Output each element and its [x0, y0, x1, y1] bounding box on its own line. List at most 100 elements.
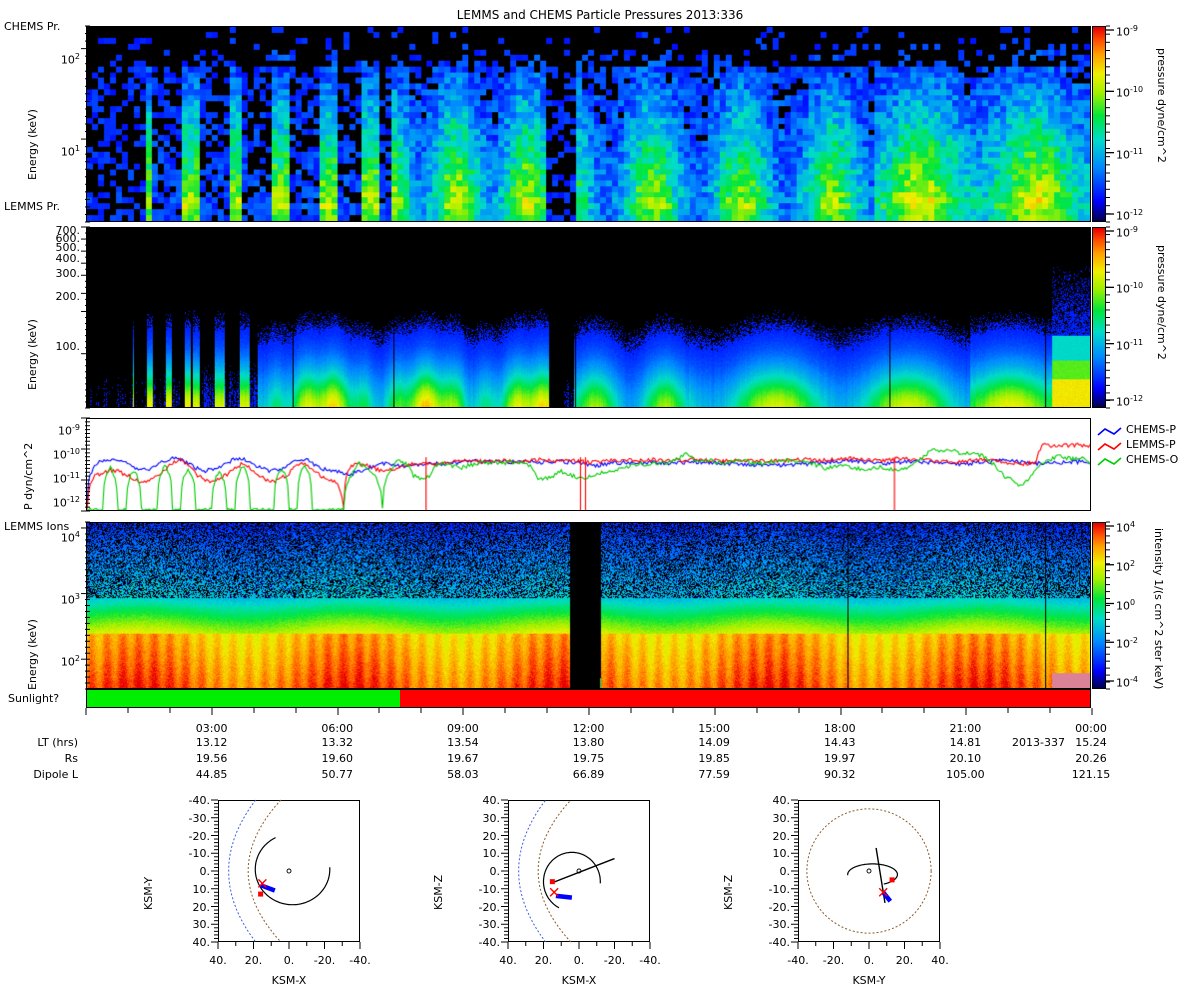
page-title: LEMMS and CHEMS Particle Pressures 2013:…: [456, 8, 744, 22]
time-axis-dipole_l-5: 90.32: [824, 768, 856, 781]
orbit-ksmz-ksmy-ytick-7: -30.: [768, 918, 790, 932]
time-axis-dipole_l-1: 50.77: [321, 768, 354, 781]
orbit-ksmz-ksmy-xtick-3: 20.: [895, 954, 914, 967]
sunlight-label: Sunlight?: [8, 692, 60, 705]
time-axis-lt-4: 14.09: [698, 736, 730, 749]
lemms-pressure-corner-label: LEMMS Pr.: [4, 200, 60, 213]
time-axis-date-overlay: 2013-337: [1012, 736, 1065, 749]
time-axis-rs-3: 19.75: [572, 752, 605, 765]
orbit-ksmz-ksmy-xtick-1: -20.: [822, 954, 845, 967]
lemms-ytick-400: 400.: [55, 252, 81, 265]
lemms-ions-corner-label: LEMMS Ions: [4, 520, 70, 533]
intensity-colorbar-tick-2: 100: [1116, 597, 1136, 613]
chems-pressure-spectrogram[interactable]: [86, 26, 1091, 222]
time-axis-dipole_l-7: 121.15: [1071, 768, 1111, 781]
pressure-colorbar-top-label: pressure dyne/cm^2: [1155, 48, 1168, 163]
pressure-colorbar-top-tick-0: 10-9: [1116, 24, 1138, 39]
orbit-ksmz-ksmy-ylabel: KSM-Z: [722, 874, 735, 910]
orbit-ksmz-ksmx-xlabel: KSM-X: [561, 974, 597, 987]
orbit-ksmz-ksmx-xtick-3: -20.: [603, 954, 626, 967]
lemms-pressure-spectrogram[interactable]: [86, 227, 1091, 408]
pressure-colorbar-top-tick-2: 10-11: [1116, 146, 1144, 162]
time-axis-rs-6: 20.10: [949, 752, 982, 765]
orbit-ksmz-ksmy-canvas: [806, 808, 932, 934]
time-axis-lt-7: 15.24: [1075, 736, 1107, 749]
pressure-colorbar-top-tick-3: 10-12: [1116, 208, 1144, 223]
time-axis-lt-1: 13.32: [321, 736, 354, 749]
legend-swatch-chems-o: [1097, 457, 1122, 466]
orbit-ksmz-ksmx-ytick-7: -30.: [478, 918, 500, 932]
orbit-ksmz-ksmx-canvas: [518, 799, 615, 943]
ions-ytick-1e2: 102: [60, 654, 80, 669]
time-axis-time-0: 03:00: [195, 722, 228, 735]
pressure-colorbar-top: [1092, 26, 1106, 222]
orbit-ksmy-ksmx-xtick-4: -40.: [349, 954, 371, 967]
orbit-ksmy-ksmx-ytick-2: -20.: [188, 829, 210, 843]
orbit-ksmz-ksmx-ytick-6: -20.: [478, 900, 500, 914]
orbit-ksmz-ksmx-xtick-4: -40.: [639, 954, 661, 967]
orbit-ksmz-ksmy-axes: [791, 799, 941, 949]
time-axis-dipole_l-0: 44.85: [195, 768, 228, 781]
orbit-ksmz-ksmy-xtick-4: 40.: [931, 954, 949, 967]
orbit-ksmy-ksmx-ytick-3: -10.: [188, 847, 210, 861]
lemms-ytick-100: 100.: [55, 340, 81, 353]
chems-pressure-ylabel: Energy (keV): [26, 109, 39, 180]
ions-ytick-1e3: 103: [60, 592, 80, 607]
time-axis-lt-0: 13.12: [195, 736, 228, 749]
chems-ytick-1e2: 102: [60, 52, 80, 67]
orbit-ksmz-ksmy-ytick-4: 0.: [779, 865, 791, 878]
sunlight-segment-1: [399, 690, 1090, 707]
orbit-ksmy-ksmx-ytick-7: 30.: [192, 918, 211, 932]
lemms-ytick-500: 500.: [55, 241, 81, 254]
ions-ytick-1e4: 104: [60, 530, 80, 545]
lemms-ytick-300: 300.: [55, 267, 81, 280]
pressure-colorbar-top-ticks: [1106, 25, 1114, 223]
pressure-colorbar-mid-tick-2: 10-11: [1116, 337, 1144, 353]
pline-ytick-1e-9: 10-9: [58, 423, 80, 438]
pline-ytick-1e-10: 10-10: [52, 447, 80, 462]
orbit-ksmz-ksmx-xtick-2: 0.: [573, 954, 585, 967]
orbit-ksmy-ksmx-ytick-5: 10.: [192, 882, 211, 896]
orbit-ksmz-ksmy-ytick-8: -40.: [768, 936, 790, 949]
time-axis-row-label-0: LT (hrs): [37, 736, 78, 749]
orbit-ksmz-ksmy-xlabel: KSM-Y: [852, 974, 886, 987]
orbit-ksmy-ksmx-ytick-0: -40.: [188, 794, 210, 807]
chems-ytick-1e1: 101: [60, 144, 80, 159]
pressure-colorbar-mid-ticks: [1106, 226, 1114, 409]
time-axis-dipole_l-6: 105.00: [946, 768, 985, 781]
pline-ytick-1e-11: 10-11: [52, 471, 80, 486]
lemms-pressure-ylabel: Energy (keV): [26, 319, 39, 390]
chems-yaxis-ticks: [81, 25, 90, 223]
lemms-ions-spectrogram[interactable]: [86, 522, 1091, 689]
orbit-ksmz-ksmx-ylabel: KSM-Z: [432, 874, 445, 910]
orbit-ksmy-ksmx-ytick-4: 0.: [199, 865, 211, 878]
legend-swatch-lemms-p: [1097, 442, 1122, 451]
legend-swatch-chems-p: [1097, 427, 1122, 436]
orbit-ksmz-ksmx-ytick-8: -40.: [478, 936, 500, 949]
sunlight-bar[interactable]: [86, 689, 1091, 708]
orbit-ksmz-ksmy-ytick-1: 30.: [772, 811, 791, 825]
orbit-ksmz-ksmy[interactable]: [798, 800, 940, 942]
orbit-ksmy-ksmx-ytick-1: -30.: [188, 811, 210, 825]
orbit-ksmz-ksmx[interactable]: [508, 800, 650, 942]
time-axis-time-6: 21:00: [949, 722, 982, 735]
orbit-ksmy-ksmx[interactable]: [218, 800, 360, 942]
lemms-yaxis-ticks: [81, 226, 90, 409]
time-axis-rs-4: 19.85: [698, 752, 730, 765]
legend-label-lemms-p: LEMMS-P: [1126, 438, 1176, 451]
time-axis-lt-6: 14.81: [949, 736, 982, 749]
orbit-ksmz-ksmy-xtick-0: -40.: [787, 954, 809, 967]
pline-ytick-1e-12: 10-12: [52, 495, 80, 510]
time-axis-rs-7: 20.26: [1075, 752, 1107, 765]
lemms-ytick-600: 600.: [55, 232, 81, 245]
time-axis-rs-0: 19.56: [195, 752, 228, 765]
time-axis-dipole_l-2: 58.03: [447, 768, 479, 781]
pressure-line-chart[interactable]: [86, 418, 1091, 511]
orbit-ksmy-ksmx-ytick-8: 40.: [192, 936, 211, 949]
orbit-ksmz-ksmy-ytick-6: -20.: [768, 900, 790, 914]
pressure-lines-ylabel: P dyn/cm^2: [22, 442, 35, 510]
sunlight-segment-0: [87, 690, 400, 707]
intensity-colorbar-ticks: [1106, 521, 1114, 690]
orbit-ksmy-ksmx-xlabel: KSM-X: [271, 974, 307, 987]
pressure-colorbar-mid: [1092, 227, 1106, 408]
